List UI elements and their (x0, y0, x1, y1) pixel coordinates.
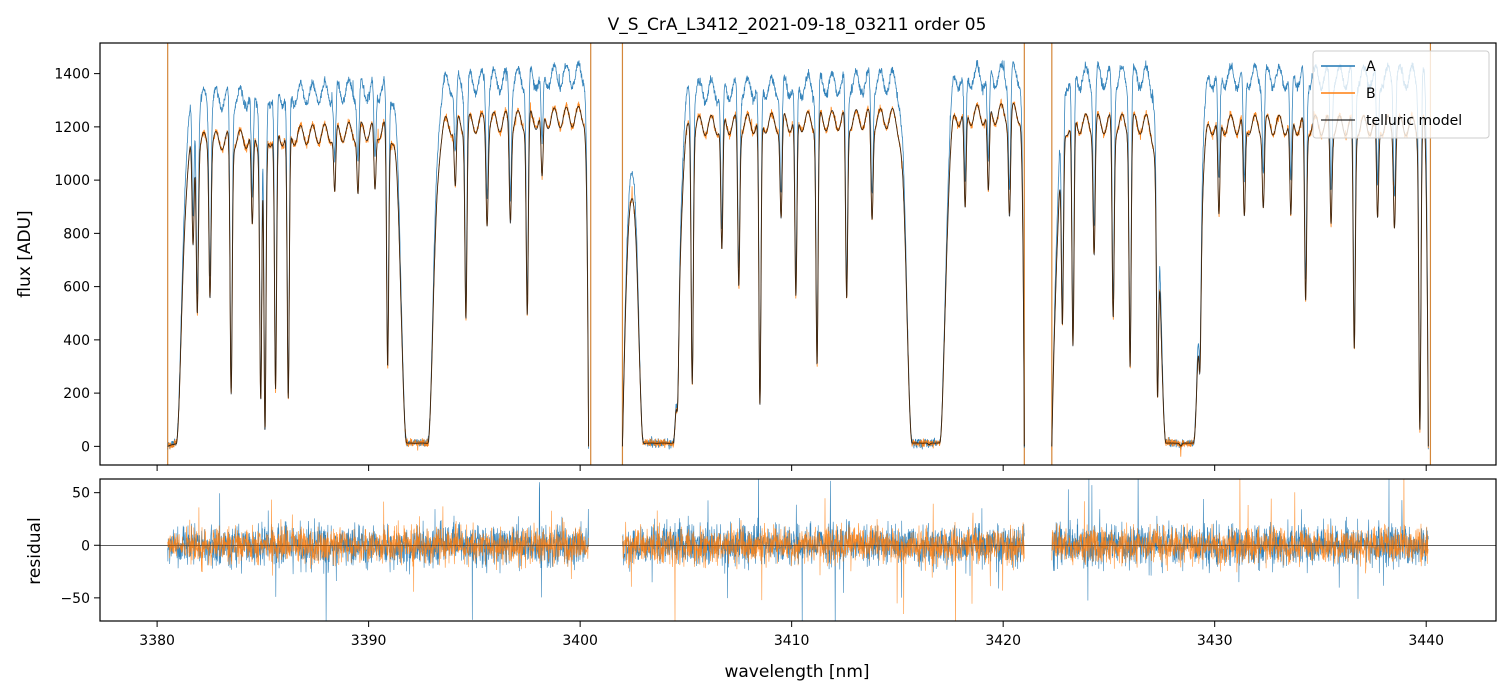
x-tick-label: 3440 (1408, 633, 1444, 649)
top-panel: 0 200 400 600 800 1000 1200 1400 flux [ADU] A B… (15, 42, 1497, 471)
top-x-ticks (156, 465, 1427, 471)
y-tick-label: 800 (63, 226, 90, 242)
telluric-model-line (167, 103, 1429, 447)
x-tick-label: 3380 (139, 633, 175, 649)
bottom-axes-frame (99, 478, 1497, 622)
legend-label-model: telluric model (1366, 113, 1462, 129)
chart-title: V_S_CrA_L3412_2021-09-18_03211 order 05 (608, 15, 987, 35)
bottom-panel: −50 0 50 3380 3390 3400 3410 3420 3430 3440 resi… (25, 478, 1497, 682)
bottom-y-label: residual (25, 517, 45, 584)
y-tick-label: 200 (63, 386, 90, 402)
bad-column-markers (167, 43, 1432, 465)
legend-label-A: A (1366, 59, 1376, 75)
x-tick-label: 3430 (1197, 633, 1233, 649)
y-tick-label: 600 (63, 280, 90, 296)
y-tick-label: 1200 (54, 120, 90, 136)
bottom-y-ticks: −50 0 50 (60, 486, 100, 607)
x-tick-label: 3400 (562, 633, 598, 649)
flux-series (167, 59, 1429, 457)
series-A-line (167, 59, 1429, 450)
top-axes-frame (99, 42, 1497, 466)
y-tick-label: 1000 (54, 173, 90, 189)
y-tick-label: 0 (81, 538, 90, 554)
x-tick-label: 3420 (985, 633, 1021, 649)
bottom-x-ticks: 3380 3390 3400 3410 3420 3430 3440 (139, 621, 1444, 649)
y-tick-label: 0 (81, 439, 90, 455)
top-y-label: flux [ADU] (15, 210, 35, 297)
y-tick-label: 1400 (54, 67, 90, 83)
legend-label-B: B (1366, 86, 1376, 102)
y-tick-label: 50 (72, 486, 90, 502)
x-tick-label: 3390 (351, 633, 387, 649)
legend: A B telluric model (1312, 50, 1490, 139)
x-tick-label: 3410 (774, 633, 810, 649)
residual-B-line (167, 479, 1429, 621)
residual-series (100, 479, 1496, 621)
y-tick-label: −50 (60, 591, 90, 607)
y-tick-label: 400 (63, 333, 90, 349)
x-axis-label: wavelength [nm] (724, 662, 869, 682)
top-y-ticks: 0 200 400 600 800 1000 1200 1400 (54, 67, 100, 455)
legend-box (1312, 50, 1490, 139)
